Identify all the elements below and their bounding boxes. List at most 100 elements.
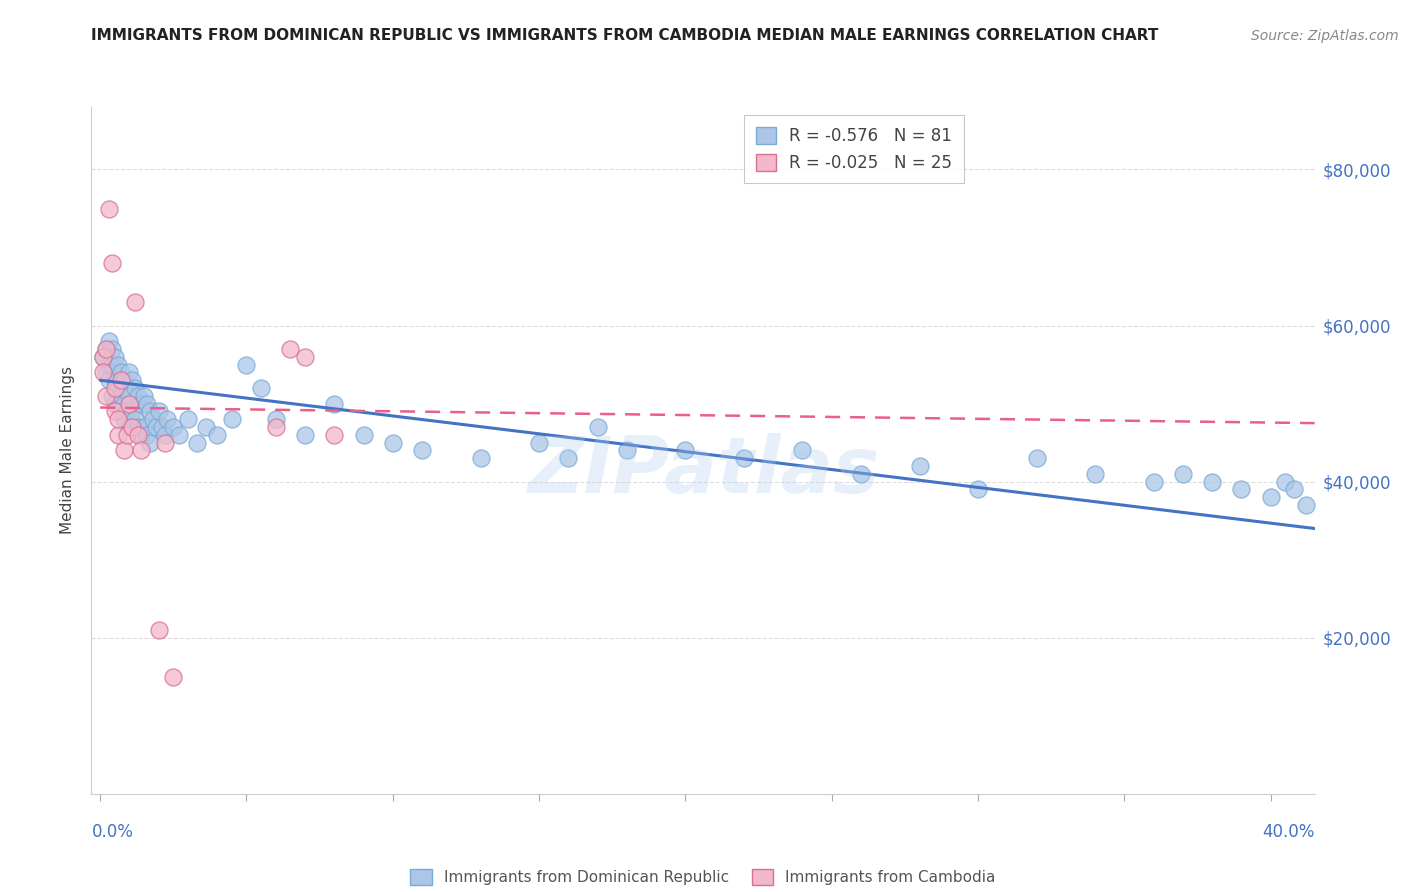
Point — [115, 381, 138, 395]
Text: 40.0%: 40.0% — [1263, 822, 1315, 840]
Point — [112, 443, 135, 458]
Point — [136, 427, 159, 442]
Point — [557, 451, 579, 466]
Point — [124, 295, 146, 310]
Point — [104, 404, 127, 418]
Point — [101, 389, 124, 403]
Point — [733, 451, 755, 466]
Point — [110, 389, 132, 403]
Point — [110, 373, 132, 387]
Point — [205, 427, 228, 442]
Point — [112, 396, 135, 410]
Text: ZIPatlas: ZIPatlas — [527, 433, 879, 509]
Point — [127, 389, 149, 403]
Point — [1282, 483, 1305, 497]
Point — [153, 427, 176, 442]
Point — [264, 412, 287, 426]
Point — [112, 412, 135, 426]
Point — [1295, 498, 1317, 512]
Point — [186, 435, 208, 450]
Point — [470, 451, 492, 466]
Point — [104, 381, 127, 395]
Point — [132, 420, 155, 434]
Point — [264, 420, 287, 434]
Point — [129, 427, 152, 442]
Point — [280, 342, 302, 356]
Point — [1230, 483, 1253, 497]
Legend: R = -0.576   N = 81, R = -0.025   N = 25: R = -0.576 N = 81, R = -0.025 N = 25 — [744, 115, 963, 184]
Point — [91, 350, 114, 364]
Point — [121, 404, 143, 418]
Point — [162, 420, 184, 434]
Point — [221, 412, 243, 426]
Point — [139, 404, 162, 418]
Point — [124, 412, 146, 426]
Point — [107, 412, 129, 426]
Point — [353, 427, 375, 442]
Point — [115, 404, 138, 418]
Point — [110, 366, 132, 380]
Point — [94, 342, 117, 356]
Point — [967, 483, 990, 497]
Point — [91, 350, 114, 364]
Point — [142, 412, 165, 426]
Point — [1171, 467, 1194, 481]
Point — [1084, 467, 1107, 481]
Point — [908, 458, 931, 473]
Point — [97, 373, 120, 387]
Point — [148, 623, 170, 637]
Point — [150, 420, 173, 434]
Point — [118, 389, 141, 403]
Point — [294, 427, 316, 442]
Point — [104, 373, 127, 387]
Point — [94, 366, 117, 380]
Point — [1025, 451, 1047, 466]
Point — [139, 435, 162, 450]
Point — [250, 381, 273, 395]
Point — [148, 404, 170, 418]
Point — [112, 373, 135, 387]
Point — [153, 435, 176, 450]
Point — [616, 443, 638, 458]
Point — [107, 358, 129, 372]
Point — [145, 420, 167, 434]
Point — [104, 396, 127, 410]
Point — [118, 420, 141, 434]
Point — [294, 350, 316, 364]
Point — [194, 420, 217, 434]
Point — [118, 366, 141, 380]
Point — [124, 381, 146, 395]
Point — [129, 443, 152, 458]
Point — [235, 358, 257, 372]
Text: IMMIGRANTS FROM DOMINICAN REPUBLIC VS IMMIGRANTS FROM CAMBODIA MEDIAN MALE EARNI: IMMIGRANTS FROM DOMINICAN REPUBLIC VS IM… — [91, 29, 1159, 43]
Point — [675, 443, 697, 458]
Point — [167, 427, 190, 442]
Point — [97, 202, 120, 216]
Point — [110, 404, 132, 418]
Point — [162, 670, 184, 684]
Point — [94, 342, 117, 356]
Point — [101, 342, 124, 356]
Point — [118, 396, 141, 410]
Point — [323, 396, 346, 410]
Point — [101, 256, 124, 270]
Point — [127, 427, 149, 442]
Point — [792, 443, 814, 458]
Point — [107, 427, 129, 442]
Point — [97, 358, 120, 372]
Y-axis label: Median Male Earnings: Median Male Earnings — [60, 367, 76, 534]
Point — [527, 435, 550, 450]
Point — [121, 420, 143, 434]
Point — [129, 396, 152, 410]
Point — [107, 381, 129, 395]
Point — [1143, 475, 1166, 489]
Text: Source: ZipAtlas.com: Source: ZipAtlas.com — [1251, 29, 1399, 43]
Point — [1274, 475, 1296, 489]
Point — [323, 427, 346, 442]
Point — [115, 427, 138, 442]
Point — [586, 420, 609, 434]
Point — [104, 350, 127, 364]
Point — [177, 412, 200, 426]
Point — [121, 373, 143, 387]
Point — [127, 420, 149, 434]
